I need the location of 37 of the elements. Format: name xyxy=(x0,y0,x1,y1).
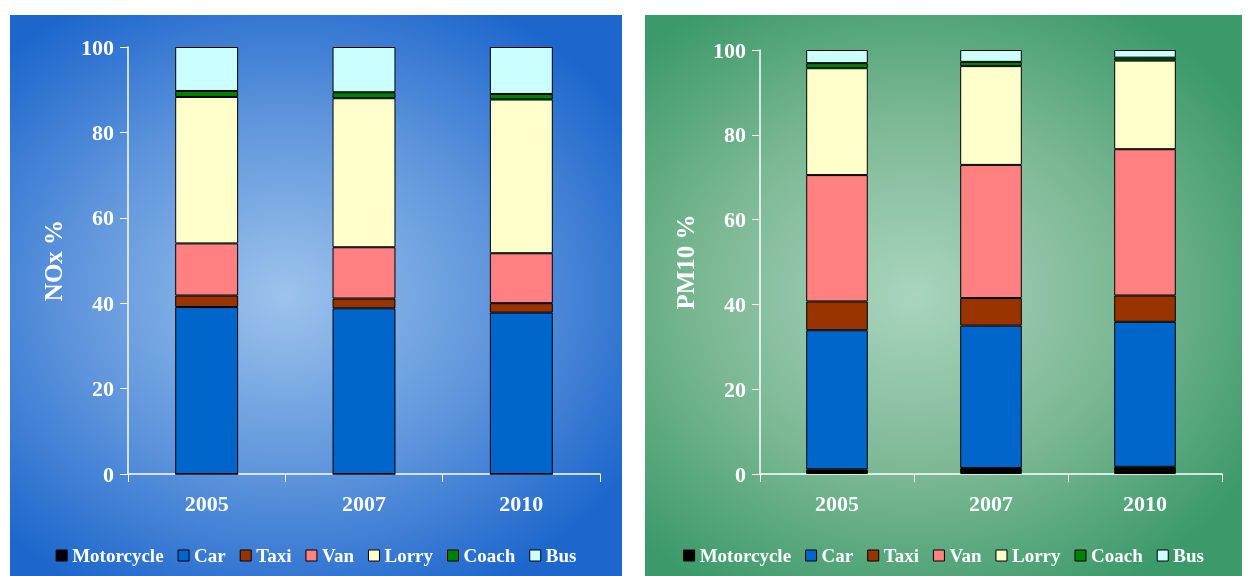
y-tick-label: 100 xyxy=(713,37,746,63)
y-axis-title: PM10 % xyxy=(672,214,699,310)
x-tick-label: 2010 xyxy=(499,490,544,516)
bar xyxy=(1114,50,1176,58)
legend-label: Motorcycle xyxy=(699,545,792,566)
y-tick-label: 80 xyxy=(92,119,114,145)
x-tick-label: 2007 xyxy=(969,490,1013,516)
legend-label: Van xyxy=(949,545,982,566)
legend-label: Taxi xyxy=(883,545,919,566)
x-tick-label: 2007 xyxy=(342,490,386,516)
legend-label: Motorcycle xyxy=(72,545,164,566)
y-tick-label: 0 xyxy=(735,461,746,487)
legend-label: Coach xyxy=(1091,545,1144,566)
legend-label: Coach xyxy=(463,545,516,566)
bar xyxy=(806,50,868,64)
legend-label: Lorry xyxy=(1011,545,1062,566)
legend-label: Lorry xyxy=(384,545,434,566)
legend-label: Bus xyxy=(545,545,577,566)
y-tick-label: 60 xyxy=(724,207,746,233)
y-tick-label: 0 xyxy=(103,461,114,487)
x-tick-label: 2005 xyxy=(815,490,859,516)
bar xyxy=(960,50,1022,62)
legend-label: Van xyxy=(321,545,355,566)
y-tick-label: 40 xyxy=(92,290,114,316)
legend-label: Car xyxy=(194,545,227,566)
x-tick-label: 2005 xyxy=(184,490,229,516)
y-tick-label: 80 xyxy=(724,122,746,148)
y-tick-label: 100 xyxy=(81,34,114,60)
legend-label: Taxi xyxy=(256,545,292,566)
legend-label: Bus xyxy=(1173,545,1204,566)
y-tick-label: 20 xyxy=(92,376,114,402)
y-tick-label: 60 xyxy=(92,205,114,231)
y-axis-title: NOx % xyxy=(40,219,67,302)
y-tick-label: 20 xyxy=(724,376,746,402)
x-tick-label: 2010 xyxy=(1123,490,1167,516)
legend-label: Car xyxy=(821,545,854,566)
y-tick-label: 40 xyxy=(724,291,746,317)
